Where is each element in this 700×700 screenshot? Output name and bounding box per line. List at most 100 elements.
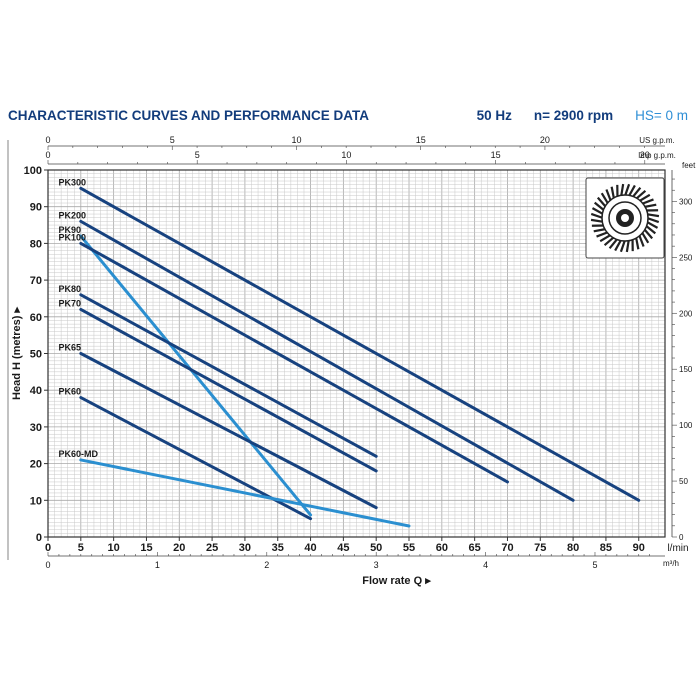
impeller-blade <box>631 186 642 199</box>
impeller-blade <box>593 227 607 233</box>
impeller-blade <box>644 224 657 235</box>
curve-pk80 <box>79 293 378 458</box>
impeller-blade <box>591 207 604 216</box>
feet-unit-label: feet <box>682 161 696 170</box>
x-tick-label: 5 <box>78 542 84 554</box>
x-tick-label: 85 <box>600 542 612 554</box>
chart-title: CHARACTERISTIC CURVES AND PERFORMANCE DA… <box>8 108 370 123</box>
curve-label-pk65: PK65 <box>59 343 82 353</box>
impeller-blade <box>641 198 654 205</box>
feet-tick-label: 100 <box>679 421 693 430</box>
y-tick-label: 80 <box>30 238 42 250</box>
impeller-blade <box>638 193 651 203</box>
impeller-blade <box>620 183 625 197</box>
impeller-blade <box>623 183 631 197</box>
curve-label-pk80: PK80 <box>59 284 82 294</box>
curve-pk60-md <box>79 458 411 528</box>
curve-label-pk70: PK70 <box>59 298 82 308</box>
x-tick-label: 90 <box>633 542 645 554</box>
impeller-blade <box>603 236 615 247</box>
curve-label-pk300: PK300 <box>59 177 87 187</box>
curve-label-pk60: PK60 <box>59 387 82 397</box>
m3h-unit-label: m³/h <box>663 559 679 568</box>
m3h-tick-label: 4 <box>483 560 488 570</box>
us-gpm-tick-label: 10 <box>291 135 301 145</box>
x-tick-label: 15 <box>140 542 152 554</box>
y-tick-label: 10 <box>30 495 42 507</box>
feet-tick-label: 50 <box>679 477 688 486</box>
y-tick-label: 40 <box>30 385 42 397</box>
us-gpm-tick-label: 20 <box>540 135 550 145</box>
y-tick-label: 0 <box>36 532 42 544</box>
y-tick-label: 20 <box>30 459 42 471</box>
x-tick-label: 30 <box>239 542 251 554</box>
y-tick-label: 30 <box>30 422 42 434</box>
curve-label-pk200: PK200 <box>59 210 87 220</box>
impeller-blade <box>634 236 640 250</box>
impeller-blade <box>610 186 616 200</box>
us-gpm-tick-label: 5 <box>170 135 175 145</box>
y-tick-label: 90 <box>30 202 42 214</box>
us-gpm-unit-label: US g.p.m. <box>639 136 675 145</box>
x-tick-label: 60 <box>436 542 448 554</box>
x-tick-label: 25 <box>206 542 218 554</box>
impeller-blade <box>635 189 647 200</box>
us-gpm-tick-label: 0 <box>45 135 50 145</box>
impeller-blade <box>599 233 612 243</box>
x-tick-label: 55 <box>403 542 415 554</box>
x-unit-label: l/min <box>667 543 688 554</box>
x-tick-label: 10 <box>108 542 120 554</box>
curve-pk70 <box>79 307 378 473</box>
feet-tick-label: 250 <box>679 253 693 262</box>
impeller-blade <box>646 220 659 229</box>
curve-label-pk90: PK90 <box>59 225 82 235</box>
feet-tick-label: 200 <box>679 309 693 318</box>
frequency-label: 50 Hz <box>476 108 512 123</box>
operating-conditions: 50 Hz n= 2900 rpm HS= 0 m <box>477 108 688 123</box>
x-tick-label: 70 <box>501 542 513 554</box>
x-tick-label: 35 <box>272 542 284 554</box>
impeller-blade <box>643 203 657 209</box>
impeller-blade <box>646 213 660 218</box>
curve-pk90 <box>79 234 313 517</box>
x-tick-label: 80 <box>567 542 579 554</box>
curve-label-pk60-md: PK60-MD <box>59 449 99 459</box>
impeller-blade <box>596 231 609 238</box>
x-tick-label: 50 <box>370 542 382 554</box>
speed-label: n= 2900 rpm <box>533 108 614 123</box>
impeller-blade <box>608 237 619 250</box>
impeller-blade <box>640 231 650 244</box>
imp-gpm-tick-label: 5 <box>195 150 200 160</box>
m3h-tick-label: 1 <box>155 560 160 570</box>
imp-gpm-tick-label: 0 <box>45 150 50 160</box>
curve-label-pk100: PK100 <box>59 232 87 242</box>
impeller-ring <box>608 201 642 235</box>
suction-height-label: HS= 0 m <box>635 108 688 123</box>
impeller-blade <box>605 189 612 202</box>
m3h-tick-label: 0 <box>45 560 50 570</box>
y-tick-label: 100 <box>24 165 42 177</box>
feet-tick-label: 300 <box>679 197 693 206</box>
impeller-blade <box>625 239 630 253</box>
imp-gpm-unit-label: Imp g.p.m. <box>638 151 676 160</box>
impeller-blade <box>593 201 606 212</box>
impeller-blade <box>627 184 636 197</box>
feet-tick-label: 150 <box>679 365 693 374</box>
impeller-blade <box>646 216 660 224</box>
y-axis-title: Head H (metres) ▸ <box>11 307 23 400</box>
curve-pk200 <box>79 219 575 502</box>
imp-gpm-tick-label: 10 <box>341 150 351 160</box>
us-gpm-tick-label: 15 <box>416 135 426 145</box>
x-tick-label: 20 <box>173 542 185 554</box>
x-axis-title: Flow rate Q ▸ <box>362 575 431 587</box>
impeller-blade <box>638 234 645 247</box>
curve-pk300 <box>79 186 641 502</box>
m3h-tick-label: 2 <box>264 560 269 570</box>
impeller-blade <box>590 218 604 223</box>
impeller-blade <box>614 239 623 252</box>
feet-tick-label: 0 <box>679 533 684 542</box>
y-tick-label: 50 <box>30 349 42 361</box>
imp-gpm-tick-label: 15 <box>491 150 501 160</box>
m3h-tick-label: 3 <box>374 560 379 570</box>
